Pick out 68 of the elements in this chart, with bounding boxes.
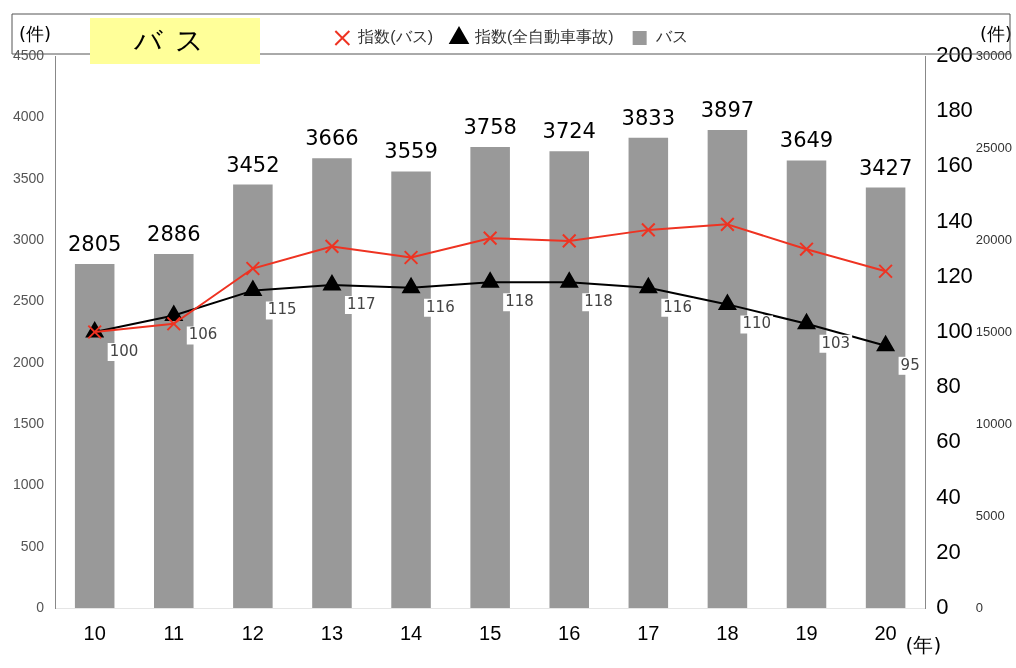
data-label: 106	[188, 325, 218, 344]
y2-tick-label: 140	[936, 207, 973, 233]
x-tick-label: 20	[874, 621, 897, 644]
y2-tick-label: 20	[936, 538, 961, 564]
y-tick-label: 3500	[12, 169, 45, 186]
data-label: 100	[109, 341, 139, 360]
x-tick-label: 18	[716, 621, 739, 644]
data-label: 115	[267, 300, 297, 319]
data-label: 118	[584, 292, 613, 311]
y2-tick-label: 80	[936, 373, 961, 399]
data-label: 3649	[779, 128, 834, 153]
legend-label: バス	[654, 28, 688, 46]
y-axis-title: (件)	[18, 23, 52, 44]
y2-tick-label: 180	[936, 97, 973, 123]
x-tick-label: 19	[795, 621, 818, 644]
data-label: 118	[505, 292, 534, 311]
data-label: 2886	[147, 221, 201, 246]
y2-tick-label: 160	[936, 152, 973, 178]
y2-tick-label: 40	[936, 483, 961, 509]
data-label: 117	[346, 294, 376, 313]
data-label: 95	[900, 355, 920, 374]
y-tick-label: 4000	[12, 108, 45, 125]
y-tick-label: 0	[36, 598, 45, 615]
y3-tick-label: 15000	[975, 323, 1013, 339]
data-label: 3427	[858, 155, 913, 180]
legend-label: 指数(バス)	[357, 28, 433, 46]
y3-tick-label: 20000	[975, 231, 1013, 247]
y-tick-label: 2000	[12, 353, 45, 370]
y2-tick-label: 120	[936, 262, 973, 288]
data-label: 2805	[67, 231, 122, 256]
data-label: 3452	[226, 152, 280, 177]
x-tick-label: 14	[399, 621, 423, 644]
x-axis-title: (年)	[905, 633, 942, 657]
y2-tick-label: 0	[936, 594, 949, 620]
x-tick-label: 16	[558, 621, 581, 644]
data-label: 3833	[621, 105, 676, 130]
y-tick-label: 4500	[12, 46, 45, 63]
data-label: 116	[426, 297, 455, 316]
data-label: 3724	[542, 119, 596, 144]
y-tick-label: 1000	[12, 476, 45, 493]
x-tick-label: 15	[479, 621, 502, 644]
x-tick-label: 11	[163, 621, 185, 644]
y-tick-label: 500	[20, 537, 45, 554]
x-tick-label: 10	[83, 621, 106, 644]
y3-axis-title: (件)	[979, 23, 1012, 44]
x-tick-label: 17	[637, 621, 660, 644]
data-label: 3559	[384, 139, 438, 164]
y3-tick-label: 5000	[975, 507, 1005, 523]
data-label: 3897	[700, 97, 755, 122]
data-label: 103	[821, 333, 851, 352]
y3-tick-label: 30000	[975, 47, 1013, 63]
y3-tick-label: 10000	[975, 415, 1013, 431]
y2-tick-label: 60	[936, 428, 961, 454]
chart-title: バス	[90, 18, 260, 64]
x-tick-label: 12	[241, 621, 264, 644]
data-label: 3758	[463, 114, 517, 139]
y2-tick-label: 200	[936, 42, 973, 68]
y-tick-label: 3000	[12, 230, 45, 247]
x-tick-label: 13	[320, 621, 344, 644]
y3-tick-label: 0	[975, 599, 984, 615]
data-label: 110	[742, 314, 772, 333]
data-label: 116	[663, 297, 692, 316]
y2-tick-label: 100	[936, 318, 973, 344]
data-label: 3666	[305, 126, 359, 151]
y-tick-label: 1500	[12, 414, 45, 431]
y-tick-label: 2500	[12, 292, 45, 309]
y3-tick-label: 25000	[975, 139, 1013, 155]
legend-label: 指数(全自動車事故)	[474, 28, 614, 46]
